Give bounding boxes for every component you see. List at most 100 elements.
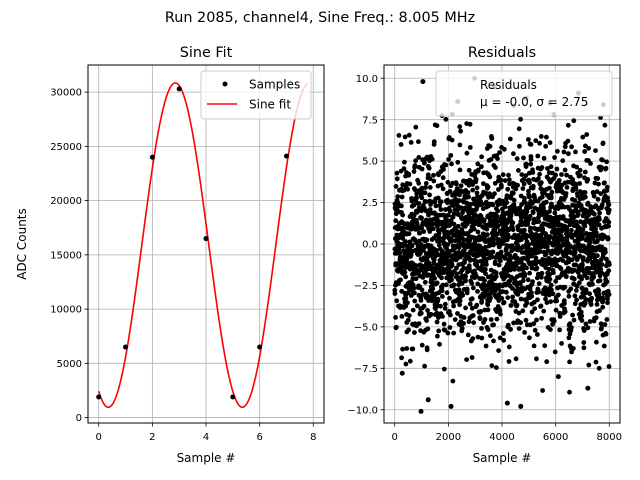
residual-point — [564, 191, 569, 196]
residual-point — [468, 302, 473, 307]
residual-point — [416, 181, 421, 186]
residual-point — [516, 168, 521, 173]
residual-point — [589, 302, 594, 307]
residual-point — [540, 195, 545, 200]
residual-point — [479, 326, 484, 331]
residual-point — [566, 139, 571, 144]
residual-point — [483, 267, 488, 272]
residual-point — [504, 290, 509, 295]
residual-point — [563, 285, 568, 290]
residual-point — [573, 250, 578, 255]
residual-point — [521, 278, 526, 283]
residual-point — [531, 210, 536, 215]
residual-point — [584, 132, 589, 137]
sine-fit-ticks: 0 2 4 6 8050001000015000200002500030000 — [50, 88, 316, 443]
residual-point — [424, 181, 429, 186]
residual-point — [603, 322, 608, 327]
residual-point — [419, 216, 424, 221]
residual-point — [444, 163, 449, 168]
residual-point — [548, 277, 553, 282]
residual-point — [466, 333, 471, 338]
residual-point — [458, 168, 463, 173]
residual-point — [444, 282, 449, 287]
sine-fit-ytick-label: 25000 — [50, 142, 82, 153]
residual-point — [567, 294, 572, 299]
residual-point — [457, 124, 462, 129]
residual-point — [448, 313, 453, 318]
residual-point — [595, 302, 600, 307]
residual-point — [593, 148, 598, 153]
sine-fit-ylabel: ADC Counts — [15, 208, 29, 280]
residual-point — [463, 306, 468, 311]
residual-point — [509, 303, 514, 308]
residual-point — [555, 167, 560, 172]
residual-point — [471, 286, 476, 291]
residual-point — [439, 275, 444, 280]
sine-fit-title: Sine Fit — [180, 45, 233, 61]
residual-point — [582, 345, 587, 350]
residual-point — [510, 295, 515, 300]
residual-point — [397, 133, 402, 138]
residual-point — [586, 325, 591, 330]
residual-point — [448, 209, 453, 214]
residual-point — [506, 235, 511, 240]
residual-point — [533, 328, 538, 333]
figure-suptitle: Run 2085, channel4, Sine Freq.: 8.005 MH… — [165, 10, 475, 26]
residual-point — [438, 304, 443, 309]
residual-point — [442, 367, 447, 372]
residual-point — [529, 157, 534, 162]
residual-point — [552, 211, 557, 216]
residual-point — [591, 274, 596, 279]
residual-point — [559, 172, 564, 177]
residual-point — [567, 360, 572, 365]
residual-point — [595, 253, 600, 258]
residual-point — [583, 190, 588, 195]
residual-point — [494, 274, 499, 279]
residual-point — [510, 220, 515, 225]
residual-point — [607, 202, 612, 207]
sine-fit-line — [99, 83, 308, 407]
residual-point — [508, 137, 513, 142]
residual-point — [428, 185, 433, 190]
residual-point — [465, 151, 470, 156]
residual-point — [412, 286, 417, 291]
residual-point — [405, 300, 410, 305]
residual-outlier-point — [420, 79, 425, 84]
residual-point — [421, 229, 426, 234]
residual-point — [539, 134, 544, 139]
residual-point — [522, 196, 527, 201]
sine-fit-ytick-label: 0 — [76, 413, 82, 424]
residual-point — [403, 274, 408, 279]
residual-point — [484, 344, 489, 349]
residual-point — [551, 291, 556, 296]
residual-point — [412, 203, 417, 208]
residual-point — [399, 142, 404, 147]
residuals-xtick-label: 2000 — [436, 432, 461, 443]
residual-point — [436, 329, 441, 334]
residuals-ytick-label: 0.0 — [362, 240, 378, 251]
residual-point — [427, 166, 432, 171]
residual-outlier-point — [449, 404, 454, 409]
residual-point — [478, 309, 483, 314]
residual-point — [535, 154, 540, 159]
residual-point — [468, 122, 473, 127]
residual-point — [408, 182, 413, 187]
residual-point — [586, 363, 591, 368]
residual-point — [566, 151, 571, 156]
residual-point — [466, 190, 471, 195]
residual-point — [406, 173, 411, 178]
residual-point — [475, 185, 480, 190]
residual-point — [528, 226, 533, 231]
residual-point — [394, 298, 399, 303]
residual-point — [497, 263, 502, 268]
legend-sine-fit-label: Sine fit — [249, 98, 291, 112]
residual-point — [430, 157, 435, 162]
sine-fit-xtick-label: 6 — [256, 432, 262, 443]
residual-point — [460, 326, 465, 331]
residual-point — [544, 359, 549, 364]
residual-point — [600, 305, 605, 310]
residuals-legend-stats: μ = -0.0, σ = 2.75 — [480, 95, 588, 109]
residual-outlier-point — [518, 404, 523, 409]
sine-fit-ytick-label: 5000 — [57, 359, 82, 370]
residual-point — [470, 355, 475, 360]
